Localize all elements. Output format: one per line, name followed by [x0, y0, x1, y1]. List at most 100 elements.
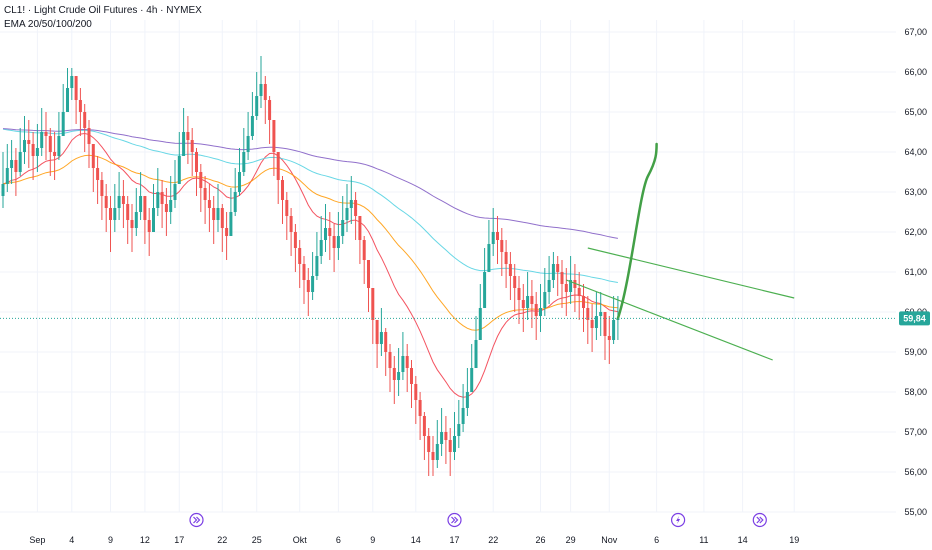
candle-body: [332, 236, 336, 248]
candles: [1, 56, 620, 476]
candle-body: [500, 240, 504, 252]
candle-body: [397, 372, 401, 380]
candle: [250, 92, 254, 140]
candle: [431, 436, 435, 476]
candle-body: [173, 184, 177, 200]
candle: [152, 184, 155, 232]
candle: [173, 160, 177, 208]
time-axis[interactable]: Sep 4 9 12 17 22 25 Okt 6 9 14 17 22 26 29 Nov 6 11 14 19: [29, 535, 799, 545]
candle-body: [418, 400, 422, 416]
candle-body: [113, 208, 117, 220]
chevron-glyph: [756, 516, 764, 524]
candle: [31, 132, 35, 180]
candle: [220, 204, 224, 252]
candle-body: [18, 152, 22, 172]
candle: [87, 120, 91, 168]
candle-body: [272, 120, 276, 152]
candle-body: [31, 144, 35, 156]
candle: [388, 344, 392, 392]
time-tick-label: Sep: [29, 535, 45, 545]
candle: [160, 180, 164, 228]
candle-body: [547, 280, 551, 292]
candle: [508, 252, 512, 300]
time-tick-label: 6: [336, 535, 341, 545]
candle: [70, 68, 74, 100]
price-tick-label: 56,00: [904, 467, 927, 477]
candle-body: [14, 160, 18, 172]
candle: [121, 180, 125, 228]
symbol-title[interactable]: CL1! · Light Crude Oil Futures · 4h · NY…: [4, 5, 202, 16]
candle: [40, 108, 44, 156]
candle-body: [44, 132, 48, 136]
last-price-label: 59,84: [903, 313, 926, 323]
ema-20-line: [2, 132, 618, 398]
candle: [44, 112, 48, 160]
price-axis[interactable]: 55,0056,0057,0058,0059,0060,0061,0062,00…: [904, 27, 927, 517]
candle-body: [306, 280, 310, 292]
candle: [371, 288, 375, 344]
candle-body: [147, 220, 151, 232]
candle: [177, 132, 181, 184]
candle: [186, 116, 190, 164]
candle-body: [577, 288, 581, 296]
candle-body: [139, 196, 143, 212]
double-chevron-right-icon: [752, 512, 767, 528]
time-tick-label: 4: [69, 535, 74, 545]
price-tick-label: 67,00: [904, 27, 927, 37]
candle: [367, 260, 370, 312]
candle-body: [104, 196, 108, 208]
time-tick-label: 22: [217, 535, 227, 545]
candle: [379, 308, 383, 356]
candle-body: [440, 432, 444, 444]
candle: [401, 332, 405, 380]
candle-body: [599, 312, 603, 316]
indicator-title[interactable]: EMA 20/50/100/200: [4, 19, 92, 30]
candle-body: [212, 208, 216, 220]
candle: [255, 72, 259, 120]
candle: [315, 232, 319, 280]
candle-body: [91, 144, 95, 168]
candle-body: [152, 208, 155, 232]
candle: [57, 112, 61, 160]
candle-body: [354, 200, 358, 216]
time-tick-label: 9: [108, 535, 113, 545]
chevron-glyph: [193, 516, 201, 524]
candle: [513, 264, 517, 312]
candle: [207, 184, 211, 232]
candle-body: [130, 220, 134, 228]
grid: [0, 20, 896, 513]
candle-body: [255, 96, 259, 116]
candle: [302, 256, 306, 304]
candle-body: [143, 196, 147, 220]
candle-body: [461, 408, 465, 424]
candle: [199, 164, 203, 212]
candle: [27, 120, 31, 168]
candle-body: [246, 136, 250, 152]
candle: [435, 420, 439, 468]
candle-body: [177, 156, 181, 184]
candle-body: [57, 136, 61, 156]
candle: [324, 204, 327, 252]
candle: [91, 144, 95, 192]
candle: [345, 184, 349, 232]
candle-body: [465, 392, 469, 408]
candle-body: [478, 308, 482, 340]
candle: [539, 284, 542, 332]
candle: [582, 284, 585, 332]
time-tick-label: 14: [411, 535, 421, 545]
candle: [281, 176, 284, 224]
last-price-tag: 59,84: [899, 311, 930, 326]
candle: [543, 268, 547, 316]
candle: [405, 344, 409, 392]
candle-body: [40, 132, 44, 148]
candle: [483, 248, 487, 308]
ema-200-line: [2, 128, 618, 239]
candle: [78, 88, 82, 136]
time-tick-label: 11: [699, 535, 708, 545]
candle-body: [182, 132, 186, 156]
candle: [143, 196, 147, 244]
candle: [216, 184, 220, 232]
price-tick-label: 64,00: [904, 147, 927, 157]
candle: [547, 256, 551, 304]
